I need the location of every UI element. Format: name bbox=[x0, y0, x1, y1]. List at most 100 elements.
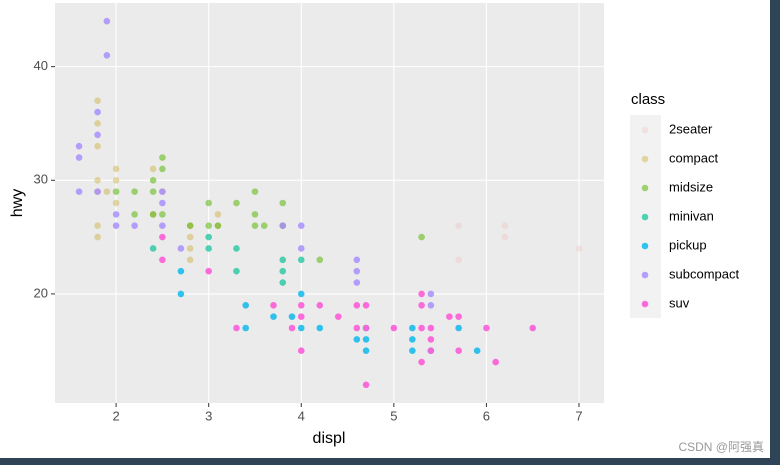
legend-label: minivan bbox=[669, 208, 714, 223]
legend-key bbox=[641, 271, 649, 279]
point bbox=[233, 267, 240, 275]
x-tick-label: 7 bbox=[575, 408, 582, 423]
point bbox=[214, 211, 222, 218]
point bbox=[418, 301, 425, 309]
point bbox=[409, 347, 416, 355]
watermark: CSDN @阿强真 bbox=[678, 440, 764, 454]
point bbox=[149, 211, 157, 218]
point bbox=[205, 222, 212, 230]
point bbox=[186, 233, 194, 241]
point bbox=[418, 358, 425, 366]
point bbox=[353, 336, 361, 343]
y-axis-label: hwy bbox=[9, 189, 26, 217]
point bbox=[251, 188, 259, 195]
x-tick-label: 3 bbox=[205, 408, 212, 423]
point bbox=[427, 301, 435, 309]
point bbox=[94, 233, 101, 241]
point bbox=[233, 324, 240, 332]
point bbox=[112, 211, 120, 218]
legend-key bbox=[641, 184, 649, 192]
y-tick-label: 20 bbox=[34, 285, 48, 300]
point bbox=[159, 199, 166, 207]
point bbox=[279, 222, 287, 230]
point bbox=[455, 313, 462, 320]
point bbox=[316, 301, 324, 309]
x-tick-label: 5 bbox=[390, 408, 397, 423]
point bbox=[390, 324, 398, 332]
points bbox=[75, 17, 583, 389]
point bbox=[455, 256, 462, 264]
point bbox=[205, 267, 212, 275]
point bbox=[186, 256, 194, 264]
point bbox=[242, 301, 250, 309]
point bbox=[149, 165, 157, 173]
legend-label: compact bbox=[669, 150, 719, 165]
x-tick-label: 4 bbox=[298, 408, 305, 423]
point bbox=[334, 313, 342, 320]
point bbox=[316, 256, 324, 264]
panel bbox=[55, 3, 604, 403]
x-tick-label: 2 bbox=[112, 408, 119, 423]
point bbox=[131, 211, 138, 218]
point bbox=[316, 324, 324, 332]
point bbox=[149, 188, 157, 195]
point bbox=[112, 199, 120, 207]
point bbox=[418, 233, 425, 241]
point bbox=[418, 290, 425, 298]
legend-label: subcompact bbox=[669, 266, 739, 281]
point bbox=[427, 324, 435, 332]
y-tick-label: 40 bbox=[34, 58, 48, 73]
point bbox=[251, 211, 259, 218]
point bbox=[473, 347, 481, 355]
point bbox=[288, 313, 296, 320]
legend-title: class bbox=[631, 91, 665, 108]
point bbox=[362, 347, 370, 355]
point bbox=[492, 358, 499, 366]
point bbox=[501, 222, 509, 230]
point bbox=[112, 222, 120, 230]
point bbox=[94, 188, 101, 195]
point bbox=[529, 324, 537, 332]
point bbox=[131, 188, 138, 195]
point bbox=[418, 324, 425, 332]
point bbox=[214, 222, 222, 230]
point bbox=[446, 313, 453, 320]
point bbox=[455, 324, 462, 332]
point bbox=[94, 176, 101, 184]
legend-label: 2seater bbox=[669, 121, 713, 136]
point bbox=[159, 256, 166, 264]
point bbox=[279, 267, 287, 275]
legend-key bbox=[641, 242, 649, 250]
legend-key bbox=[641, 300, 649, 308]
point bbox=[353, 279, 361, 286]
point bbox=[297, 290, 305, 298]
point bbox=[455, 347, 462, 355]
point bbox=[94, 142, 101, 150]
point bbox=[297, 347, 305, 355]
point bbox=[205, 245, 212, 252]
point bbox=[112, 176, 120, 184]
point bbox=[159, 222, 166, 230]
point bbox=[409, 336, 416, 343]
point bbox=[131, 222, 138, 230]
legend-key bbox=[641, 155, 649, 163]
point bbox=[288, 324, 296, 332]
point bbox=[94, 97, 101, 105]
point bbox=[159, 154, 166, 161]
point bbox=[242, 324, 250, 332]
point bbox=[279, 256, 287, 264]
legend-label: midsize bbox=[669, 179, 713, 194]
legend-label: suv bbox=[669, 295, 690, 310]
point bbox=[75, 188, 83, 195]
point bbox=[279, 199, 287, 207]
legend-key bbox=[641, 213, 649, 221]
point bbox=[186, 222, 194, 230]
legend-key bbox=[641, 126, 649, 134]
point bbox=[103, 188, 111, 195]
point bbox=[353, 267, 361, 275]
point bbox=[270, 313, 277, 320]
point bbox=[270, 301, 277, 309]
point bbox=[233, 199, 240, 207]
point bbox=[575, 245, 583, 252]
